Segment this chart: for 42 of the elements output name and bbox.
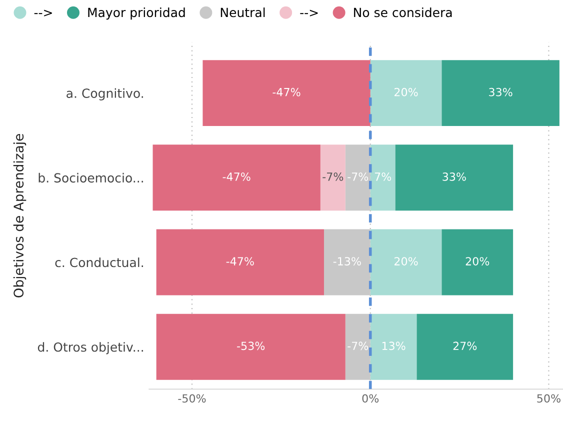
legend-label: -->	[34, 10, 52, 16]
x-tick-label: -50%	[178, 394, 206, 403]
data-label: 20%	[394, 257, 418, 266]
bar	[370, 314, 417, 380]
data-label: -53%	[237, 342, 265, 350]
data-label: 27%	[453, 342, 477, 350]
data-label: 33%	[489, 88, 512, 96]
bar	[156, 314, 346, 380]
data-label: 7%	[374, 172, 392, 181]
y-tick-label: b. Socioemocio...	[38, 172, 143, 183]
bar	[345, 144, 370, 211]
y-tick-label: c. Conductual.	[55, 258, 143, 268]
bar	[156, 229, 324, 296]
legend-label: No se considera	[354, 8, 452, 18]
bar	[370, 60, 442, 126]
y-tick-label: a. Cognitivo.	[66, 88, 143, 100]
bar	[370, 229, 442, 296]
data-label: 33%	[442, 172, 466, 181]
data-label: -7%	[322, 172, 344, 181]
legend-label: Neutral	[220, 8, 265, 18]
data-label: -47%	[226, 257, 254, 266]
bar	[395, 144, 514, 211]
data-label: -47%	[272, 88, 300, 96]
legend-label: Mayor prioridad	[88, 8, 185, 20]
data-label: 20%	[394, 88, 418, 96]
y-axis-title: Objetivos de Aprendizaje	[13, 134, 26, 298]
bar	[324, 229, 370, 296]
bar	[416, 314, 514, 380]
bar	[202, 60, 370, 126]
y-tick-label: d. Otros objetiv...	[38, 342, 143, 354]
bar	[320, 144, 346, 211]
bar	[152, 144, 320, 211]
bar	[370, 144, 396, 211]
data-label: -47%	[222, 172, 250, 181]
bar	[442, 229, 514, 296]
x-tick-label: 50%	[537, 394, 560, 403]
data-label: 20%	[466, 257, 490, 266]
bar	[345, 314, 370, 380]
bar	[442, 60, 560, 126]
x-tick-label: 0%	[362, 394, 379, 403]
legend-label: -->	[300, 10, 318, 16]
data-label: 13%	[382, 342, 406, 350]
